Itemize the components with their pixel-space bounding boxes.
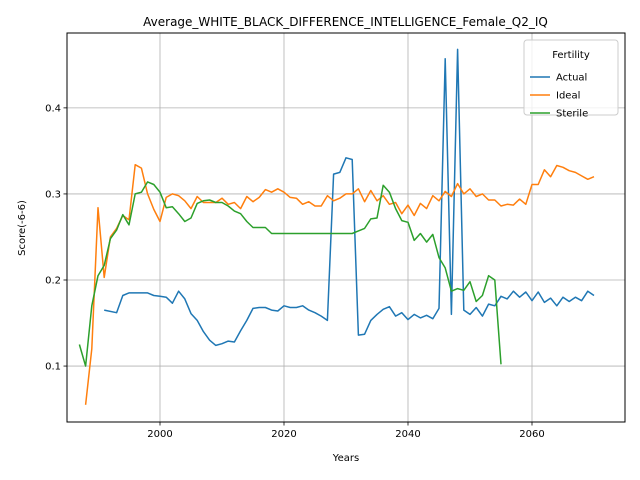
legend-items: Actual Ideal Sterile [530, 73, 588, 120]
x-tick-label: 2020 [271, 429, 296, 440]
legend-label-ideal: Ideal [556, 91, 580, 102]
x-tick-label: 2060 [519, 429, 544, 440]
x-tick-label: 2040 [395, 429, 420, 440]
axis-ticks: 2000 2020 2040 2060 0.1 0.2 0.3 0.4 [45, 103, 545, 440]
legend-title: Fertility [552, 50, 590, 61]
legend-box [523, 39, 619, 116]
series-line-ideal [84, 163, 595, 405]
y-axis-title: Score(-6-6) [17, 200, 28, 256]
y-tick-label: 0.3 [45, 189, 61, 200]
chart-title: Average_WHITE_BLACK_DIFFERENCE_INTELLIGE… [143, 15, 548, 29]
y-tick-label: 0.1 [45, 362, 61, 373]
series-lines [78, 48, 595, 405]
x-tick-label: 2000 [147, 429, 172, 440]
x-axis-title: Years [332, 453, 359, 464]
plot-area-frame [66, 32, 626, 423]
y-tick-label: 0.2 [45, 275, 61, 286]
legend-label-actual: Actual [556, 73, 587, 84]
series-line-sterile [78, 181, 502, 367]
legend: Fertility Actual Ideal Sterile [523, 39, 619, 120]
legend-label-sterile: Sterile [556, 109, 588, 120]
y-tick-label: 0.4 [45, 103, 61, 114]
series-line-actual [104, 48, 595, 347]
